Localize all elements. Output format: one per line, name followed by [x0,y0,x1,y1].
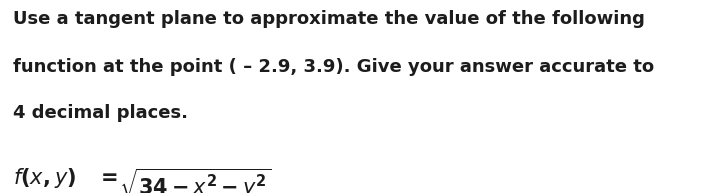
Text: $\mathbf{\sqrt{34 - \mathit{x}^2 - \mathit{y}^2}}$: $\mathbf{\sqrt{34 - \mathit{x}^2 - \math… [119,166,271,193]
Text: 4 decimal places.: 4 decimal places. [13,104,188,122]
Text: function at the point ( – 2.9, 3.9). Give your answer accurate to: function at the point ( – 2.9, 3.9). Giv… [13,58,654,76]
Text: $\mathbf{\mathit{f}(\mathit{x}, \mathit{y})}$: $\mathbf{\mathit{f}(\mathit{x}, \mathit{… [13,166,76,190]
Text: $\mathbf{=}$: $\mathbf{=}$ [96,166,117,186]
Text: Use a tangent plane to approximate the value of the following: Use a tangent plane to approximate the v… [13,10,645,28]
